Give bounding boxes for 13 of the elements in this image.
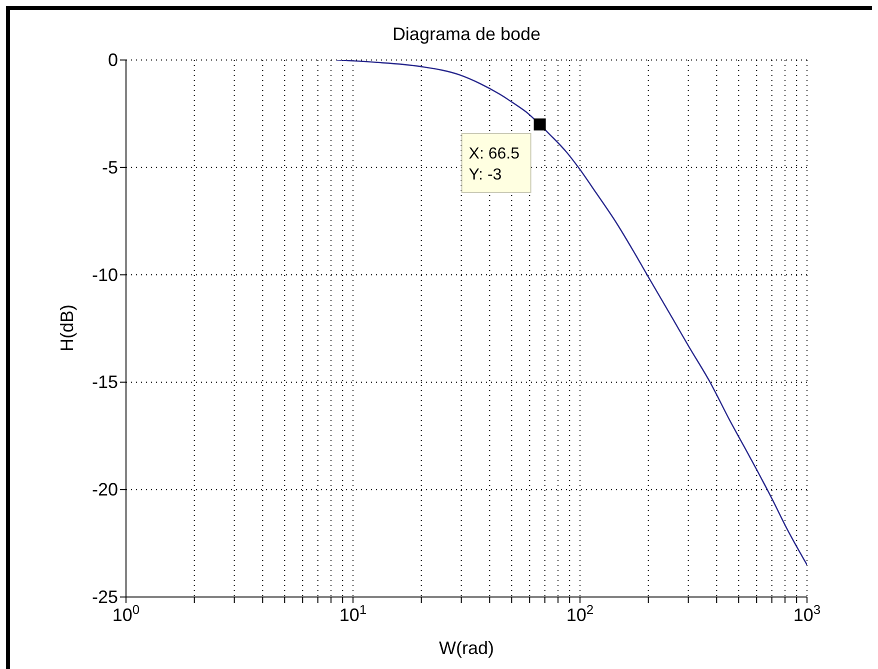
x-tick-label: 10$^{3}$ (793, 602, 821, 625)
y-tick-label: -15 (92, 372, 118, 392)
y-tick-label: -10 (92, 264, 118, 285)
y-tick-label: -5 (102, 157, 118, 178)
y-tick-label: -25 (92, 587, 118, 607)
x-axis-title: W(rad) (438, 637, 495, 660)
x-tick-label: 10$^{2}$ (566, 602, 594, 625)
annotation: X: 66.5 Y: -3 (468, 145, 520, 184)
y-axis-title: H(dB) (56, 304, 78, 352)
y-tick-label: 0 (108, 50, 118, 70)
chart-title: Diagrama de bode (391, 23, 542, 46)
x-tick-label: 10$^{1}$ (339, 602, 367, 625)
y-tick-label: -20 (92, 480, 118, 500)
